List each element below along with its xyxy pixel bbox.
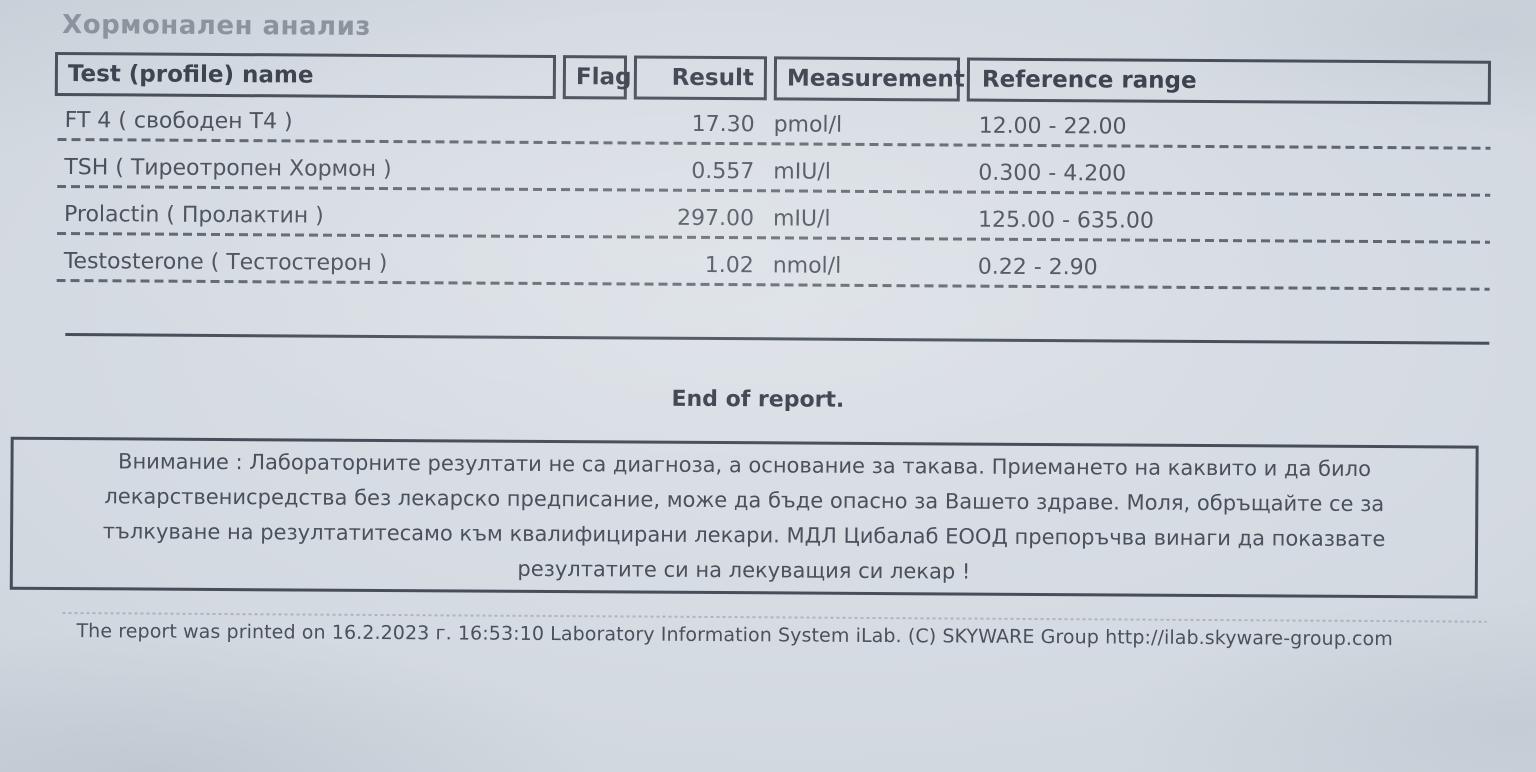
column-header-reference: Reference range bbox=[966, 57, 1492, 105]
cell-test-name: TSH ( Тиреотропен Хормон ) bbox=[64, 155, 392, 183]
cell-result: 17.30 bbox=[691, 111, 755, 138]
cell-flag bbox=[562, 158, 626, 183]
column-header-flag: Flag bbox=[562, 55, 632, 100]
page-title: Хормонален анализ bbox=[62, 10, 372, 42]
cell-measurement: nmol/l bbox=[772, 253, 842, 279]
end-of-report-label: End of report. bbox=[671, 386, 845, 413]
cell-result: 297.00 bbox=[676, 205, 755, 232]
cell-test-name: Testosterone ( Тестостерон ) bbox=[63, 249, 388, 277]
cell-result: 0.557 bbox=[691, 158, 755, 185]
cell-reference: 12.00 - 22.00 bbox=[978, 113, 1127, 140]
results-table-body: FT 4 ( свободен Т4 ) 17.30 pmol/l 12.00 … bbox=[54, 96, 1491, 293]
cell-result: 1.02 bbox=[704, 252, 754, 279]
column-header-result: Result bbox=[633, 55, 768, 101]
cell-measurement: pmol/l bbox=[773, 112, 843, 138]
cell-flag bbox=[562, 252, 626, 277]
cell-reference: 125.00 - 635.00 bbox=[977, 207, 1155, 234]
column-header-measurement: Measurement bbox=[773, 56, 965, 102]
cell-flag bbox=[563, 111, 627, 136]
footer-print-info: The report was printed on 16.2.2023 г. 1… bbox=[76, 620, 1393, 651]
table-row: Testosterone ( Тестостерон ) 1.02 nmol/l… bbox=[54, 237, 1490, 293]
cell-test-name: FT 4 ( свободен Т4 ) bbox=[64, 108, 293, 135]
report-content: Хормонален анализ Test (profile) name Fl… bbox=[0, 0, 1536, 650]
cell-reference: 0.22 - 2.90 bbox=[977, 254, 1098, 281]
cell-measurement: mIU/l bbox=[773, 159, 831, 185]
table-bottom-rule bbox=[65, 333, 1490, 345]
cell-flag bbox=[562, 205, 626, 230]
cell-measurement: mIU/l bbox=[772, 206, 831, 232]
warning-text: Внимание : Лабораторните резултати не са… bbox=[102, 448, 1386, 584]
warning-box: Внимание : Лабораторните резултати не са… bbox=[9, 436, 1479, 599]
cell-test-name: Prolactin ( Пролактин ) bbox=[63, 202, 324, 229]
cell-reference: 0.300 - 4.200 bbox=[978, 160, 1127, 187]
column-header-test-name: Test (profile) name bbox=[54, 51, 557, 100]
results-table: Test (profile) name Flag Result Measurem… bbox=[54, 51, 1492, 293]
